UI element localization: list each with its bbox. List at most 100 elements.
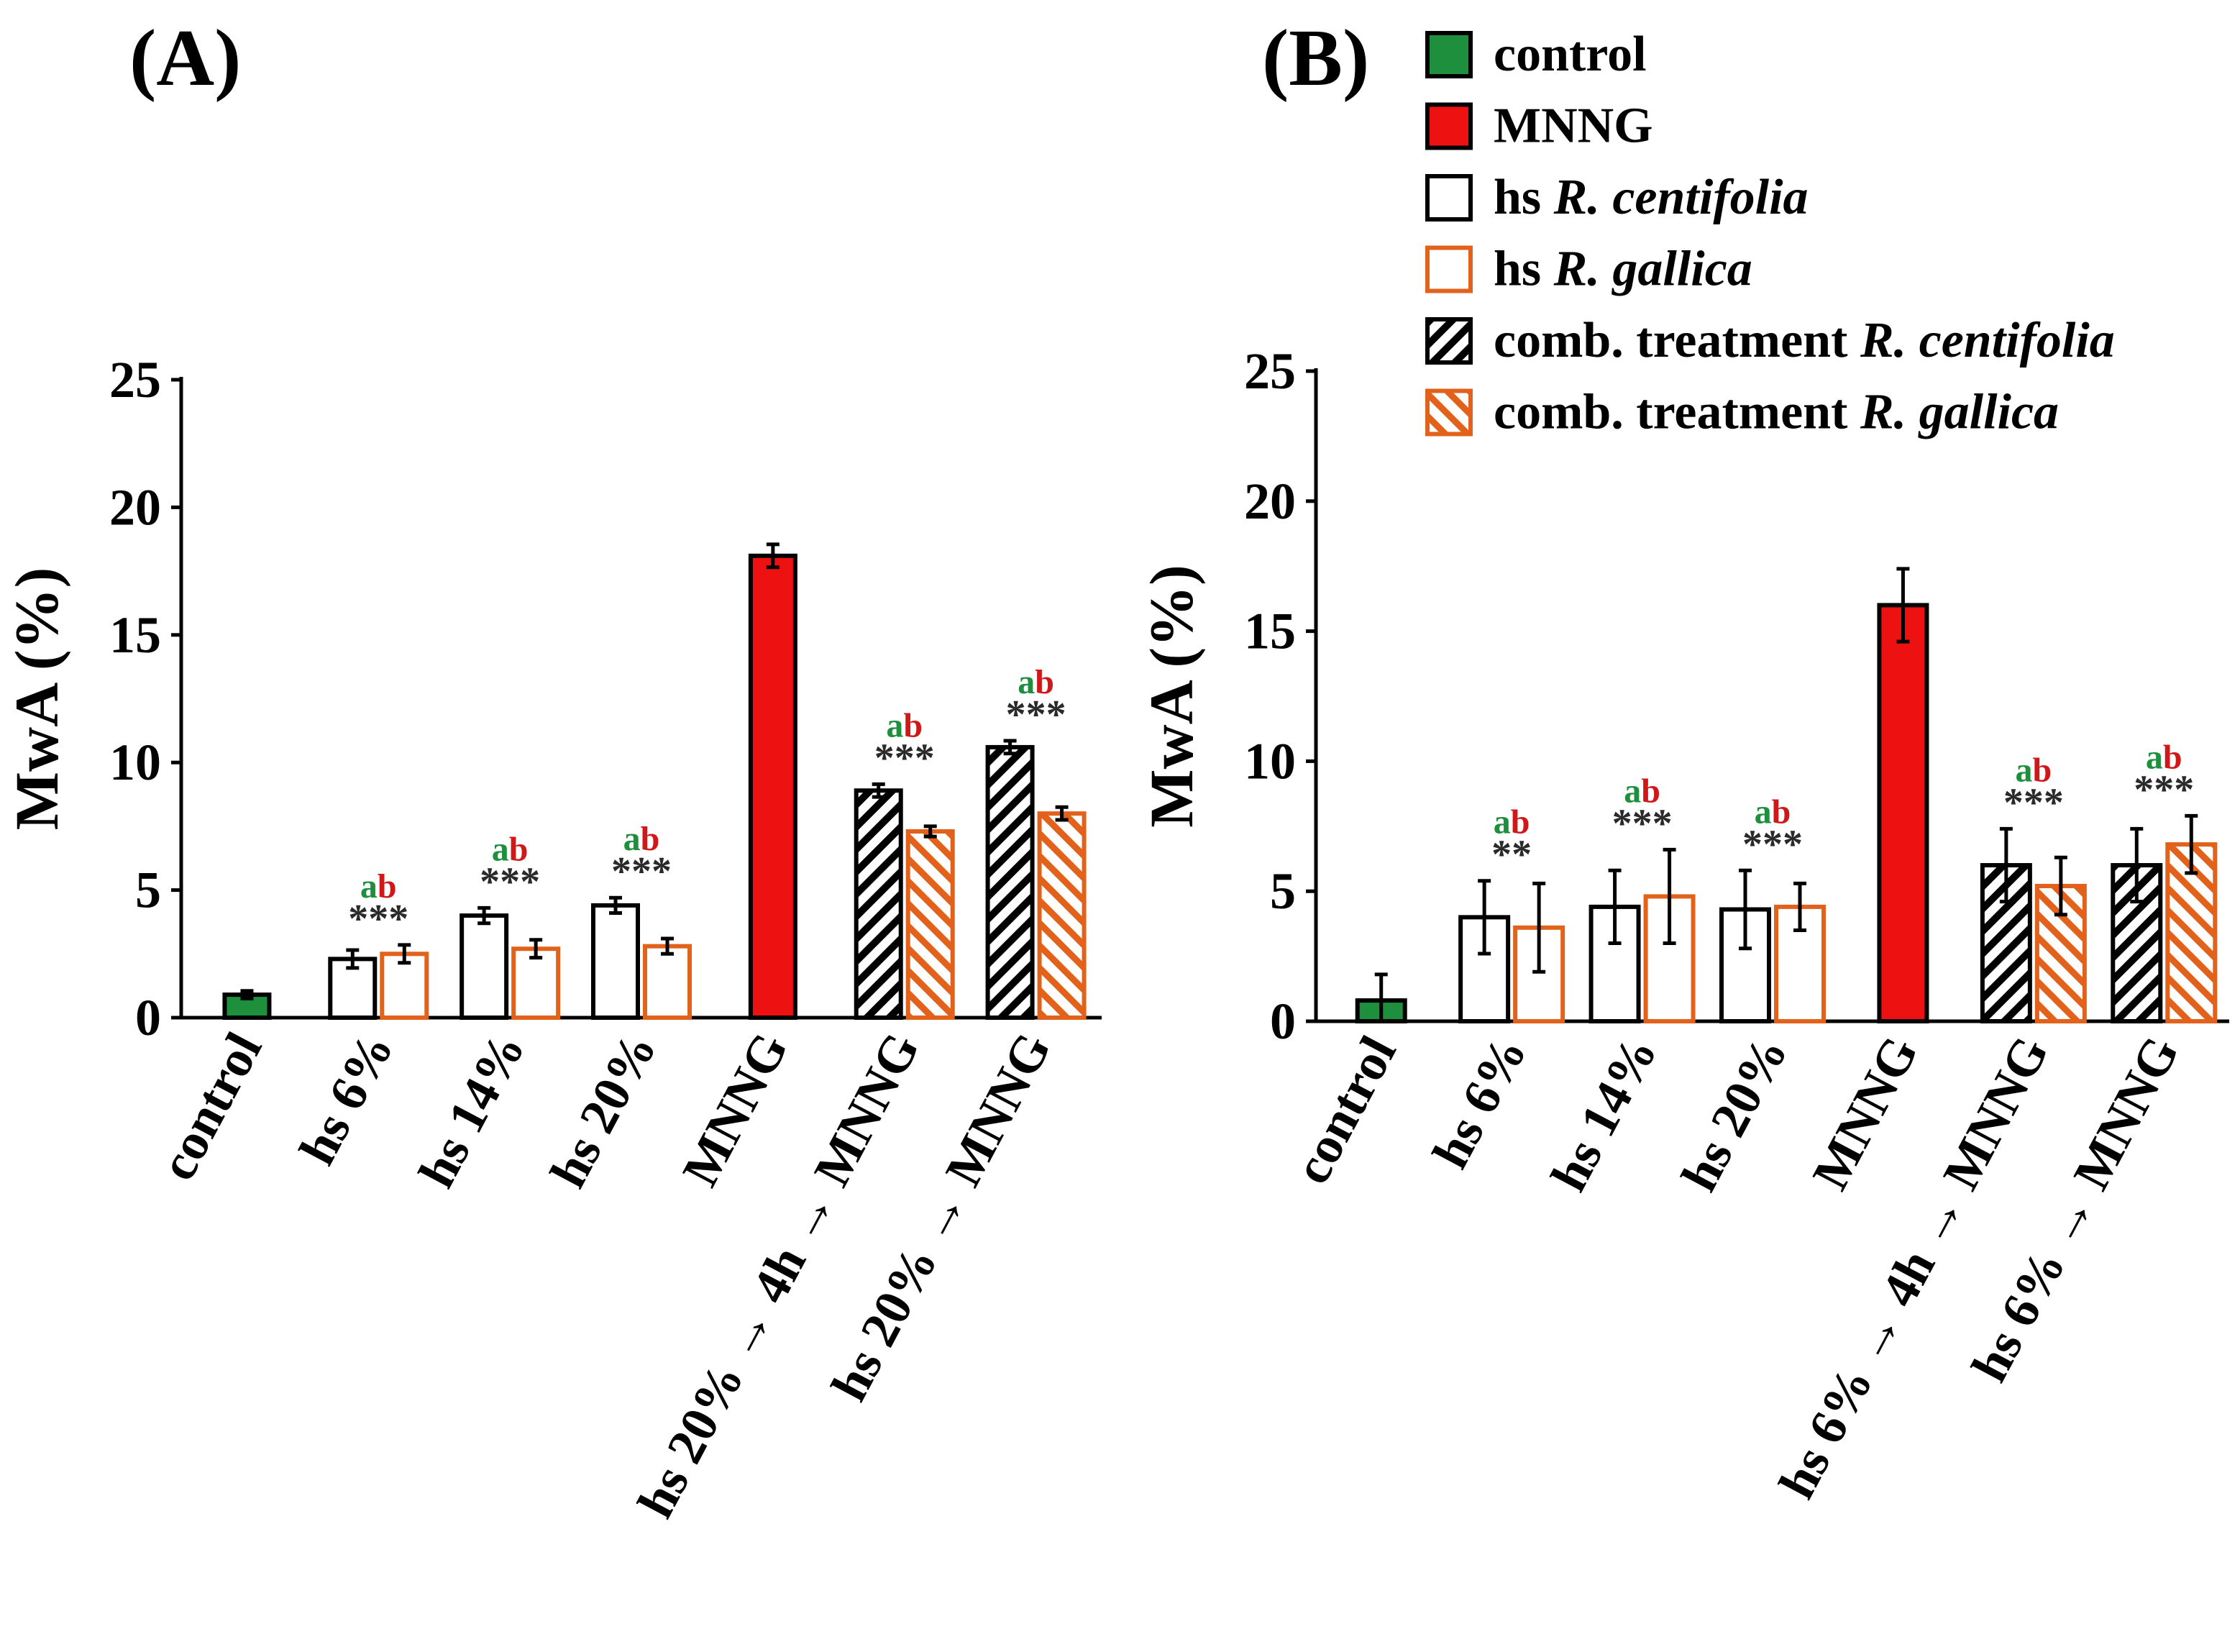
panel-a-y-tick-label: 10 xyxy=(109,734,161,791)
panel-b-y-axis-label: MwA (%) xyxy=(1137,565,1206,827)
panel-a-y-tick-label: 25 xyxy=(109,351,161,409)
legend-label-control: control xyxy=(1494,27,1647,82)
panel-a-letter-a: a xyxy=(492,830,509,868)
legend-swatch-hs_gallica xyxy=(1425,245,1473,293)
panel-a-category-label: control xyxy=(148,1023,273,1190)
legend-item-control: control xyxy=(1425,27,1647,82)
panel-a-letter-a: a xyxy=(1018,663,1035,701)
legend-label-species: R. gallica xyxy=(1860,385,2059,440)
panel-a-significance-letters: ab xyxy=(886,706,923,744)
legend-swatch-mnng xyxy=(1425,102,1473,150)
panel-a-significance-stars: *** xyxy=(1006,693,1066,737)
panel-b-title: (B) xyxy=(1262,14,1369,103)
panel-a-significance-letters: ab xyxy=(623,820,660,858)
legend-label-text: hs xyxy=(1494,170,1554,225)
panel-b-significance-stars: ** xyxy=(1491,833,1532,877)
panel-a-category-label: MNNG xyxy=(671,1023,799,1195)
panel-b-letter-a: a xyxy=(1755,793,1772,831)
panel-b-category-label: hs 14% xyxy=(1540,1027,1668,1200)
panel-a-significance-stars: *** xyxy=(611,849,672,894)
panel-b-category-label: control xyxy=(1283,1027,1407,1193)
panel-a-significance-stars: *** xyxy=(348,897,408,941)
legend-label-comb_gallica: comb. treatment R. gallica xyxy=(1494,385,2059,440)
legend-label-species: R. centifolia xyxy=(1553,170,1809,225)
panel-a-category-label: hs 14% xyxy=(408,1023,536,1197)
panel-b-category-label: MNNG xyxy=(1801,1027,1929,1199)
panel-a-letter-b: b xyxy=(509,830,529,868)
panel-b-letter-b: b xyxy=(2033,751,2052,789)
panel-a-bar-hs_gallica xyxy=(511,946,561,1020)
legend-item-comb_centifolia: comb. treatment R. centifolia xyxy=(1425,313,2115,368)
panel-b-significance-stars: *** xyxy=(1612,801,1673,846)
panel-a-letter-a: a xyxy=(360,867,378,905)
panel-a-y-tick-label: 5 xyxy=(135,862,161,919)
legend-item-hs_centifolia: hs R. centifolia xyxy=(1425,170,1809,225)
panel-a-bar-comb_gallica xyxy=(1037,811,1087,1021)
legend-label-text: comb. treatment xyxy=(1494,385,1860,440)
panel-b-bar-mnng xyxy=(1877,603,1929,1023)
panel-a-category-label: hs 6% xyxy=(288,1023,405,1174)
panel-a-letter-b: b xyxy=(903,706,923,744)
panel-a-bar-hs_gallica xyxy=(643,944,692,1021)
panel-a-significance-stars: *** xyxy=(874,736,935,780)
legend-label-text: MNNG xyxy=(1494,99,1653,154)
panel-a-bar-comb_gallica xyxy=(905,829,955,1020)
panel-b-letter-a: a xyxy=(1494,803,1511,841)
legend-swatch-comb_centifolia xyxy=(1425,317,1473,365)
panel-b-category-label: hs 6% xyxy=(1422,1027,1538,1177)
panel-b-y-tick-label: 0 xyxy=(1270,992,1296,1050)
panel-a-y-tick-label: 0 xyxy=(135,989,161,1046)
panel-b-y-tick-label: 20 xyxy=(1244,473,1296,530)
legend-label-text: control xyxy=(1494,27,1647,82)
panel-b-bar-hs_gallica xyxy=(1774,904,1826,1023)
panel-a-title: (A) xyxy=(129,14,241,103)
panel-b-significance-stars: *** xyxy=(2134,767,2194,812)
panel-b-letter-a: a xyxy=(2016,751,2033,789)
panel-a-bar-hs_centifolia xyxy=(460,913,509,1020)
panel-a-y-tick-label: 20 xyxy=(109,478,161,536)
panel-a-letter-a: a xyxy=(623,820,641,858)
legend-label-species: R. centifolia xyxy=(1860,313,2115,368)
panel-b-letter-b: b xyxy=(2163,738,2182,776)
panel-b-category-label: hs 20% xyxy=(1670,1027,1798,1200)
panel-a-letter-b: b xyxy=(378,867,397,905)
panel-b-letter-b: b xyxy=(1511,803,1530,841)
legend-swatch-comb_gallica xyxy=(1425,388,1473,437)
legend-label-species: R. gallica xyxy=(1553,242,1752,297)
panel-b-significance-letters: ab xyxy=(2016,751,2052,789)
panel-b-y-tick-label: 15 xyxy=(1244,603,1296,660)
panel-b-letter-a: a xyxy=(2146,738,2163,776)
panel-a-y-axis-label: MwA (%) xyxy=(2,567,71,830)
panel-a-bar-comb_centifolia xyxy=(854,788,903,1021)
panel-a-category-label: hs 20% xyxy=(539,1023,667,1197)
panel-b-letter-b: b xyxy=(1641,772,1660,810)
panel-a-significance-stars: *** xyxy=(480,859,540,904)
legend-swatch-hs_centifolia xyxy=(1425,174,1473,222)
panel-a-bar-hs_centifolia xyxy=(591,903,640,1020)
panel-a-letter-b: b xyxy=(641,820,660,858)
legend-swatch-control xyxy=(1425,31,1473,78)
panel-a-letter-a: a xyxy=(886,706,903,744)
panel-b-y-tick-label: 25 xyxy=(1244,342,1296,400)
panel-b-y-tick-label: 10 xyxy=(1244,732,1296,790)
legend-item-comb_gallica: comb. treatment R. gallica xyxy=(1425,385,2059,440)
panel-a-significance-letters: ab xyxy=(1018,663,1054,701)
panel-b-letter-a: a xyxy=(1624,772,1641,810)
legend-item-mnng: MNNG xyxy=(1425,99,1653,154)
legend-label-text: comb. treatment xyxy=(1494,313,1860,368)
panel-a-letter-b: b xyxy=(1035,663,1054,701)
panel-b-y-tick-label: 5 xyxy=(1270,862,1296,920)
legend-item-hs_gallica: hs R. gallica xyxy=(1425,242,1752,297)
panel-a-y-tick-label: 15 xyxy=(109,606,161,664)
panel-b-letter-b: b xyxy=(1772,793,1791,831)
legend-label-text: hs xyxy=(1494,242,1554,297)
panel-b-significance-stars: *** xyxy=(1742,822,1803,867)
legend-label-hs_gallica: hs R. gallica xyxy=(1494,242,1752,297)
panel-a-significance-letters: ab xyxy=(492,830,529,868)
panel-a-bar-mnng xyxy=(748,553,797,1020)
panel-b-significance-letters: ab xyxy=(1494,803,1530,841)
